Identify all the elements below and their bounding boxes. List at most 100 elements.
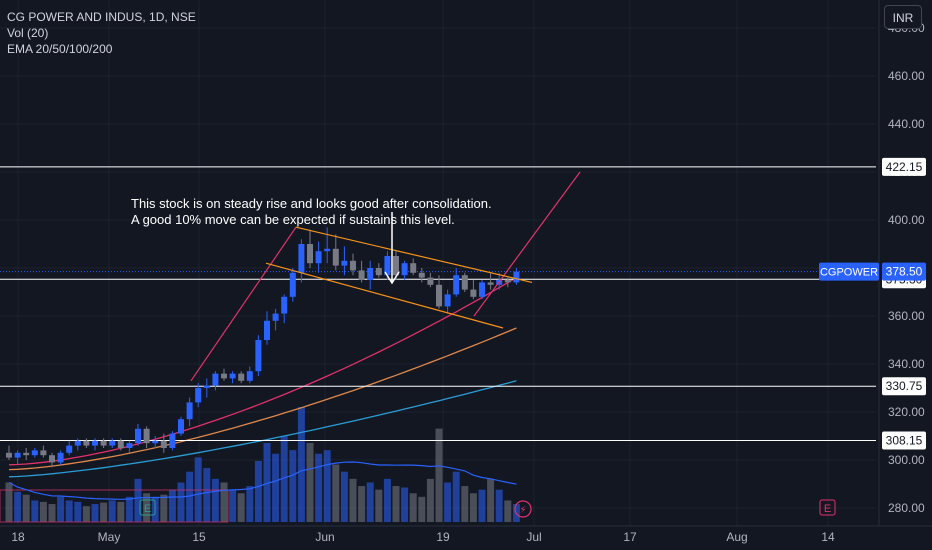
candle-body [186, 402, 193, 420]
candle-body [272, 313, 279, 321]
candle-body [66, 445, 73, 453]
currency-button[interactable]: INR [884, 5, 922, 29]
candle [178, 416, 184, 436]
candle [504, 277, 511, 288]
candle-body [341, 260, 348, 266]
candle [470, 280, 477, 300]
candle-body [109, 440, 116, 446]
volume-bar [401, 487, 409, 522]
chart-legend: CG POWER AND INDUS, 1D, NSE Vol (20) EMA… [7, 9, 196, 57]
time-tick-label: 14 [821, 530, 835, 544]
volume-bar [160, 494, 168, 522]
earnings-marker-box [819, 499, 836, 516]
chart-annotation[interactable]: This stock is on steady rise and looks g… [131, 196, 492, 228]
candle [461, 272, 468, 292]
level-price-label: 330.75 [882, 377, 926, 396]
candle-body [461, 275, 468, 290]
volume-ma-line [8, 461, 517, 500]
candle [152, 436, 159, 448]
candle-body [178, 419, 184, 434]
volume-bar [254, 460, 262, 522]
volume-bar [22, 494, 30, 522]
candle-body [487, 282, 494, 285]
candle-body [453, 275, 460, 295]
candle [281, 294, 288, 324]
last-price-bg [882, 262, 926, 281]
symbol-price-tag: CGPOWER [819, 262, 879, 281]
volume-bar [108, 500, 116, 522]
last-price-label: 378.50 [882, 262, 926, 281]
candle-body [160, 440, 167, 448]
volume-bar [418, 496, 426, 522]
ema-legend[interactable]: EMA 20/50/100/200 [7, 42, 113, 56]
candle-body [83, 440, 90, 446]
candle [160, 433, 167, 453]
candle-body [504, 280, 511, 283]
candle-body [367, 268, 374, 280]
candle [315, 241, 322, 273]
rising-trendline [190, 226, 297, 382]
candle-body [143, 428, 150, 444]
volume-bar [229, 489, 237, 522]
candle-body [436, 284, 442, 307]
volume-legend[interactable]: Vol (20) [7, 26, 49, 40]
candle [66, 440, 73, 456]
candle [341, 246, 348, 276]
candle [6, 445, 12, 460]
volume-bar [57, 496, 65, 522]
candle-body [289, 272, 296, 297]
volume-bar [444, 482, 452, 522]
level-price-label: 422.15 [882, 157, 926, 176]
time-tick-label: Jun [315, 530, 334, 544]
candle-body [238, 373, 245, 381]
candle [143, 426, 150, 448]
candle [393, 251, 399, 280]
candle [298, 239, 305, 283]
earnings-marker-label: E [824, 503, 831, 515]
candle-body [255, 340, 262, 372]
candle [246, 366, 253, 384]
candle [307, 229, 313, 268]
time-tick-label: 17 [623, 530, 637, 544]
time-tick-label: 15 [192, 530, 206, 544]
candle [272, 308, 279, 331]
volume-bar [211, 478, 219, 522]
candle-body [307, 244, 313, 264]
level-label-text: 308.15 [886, 433, 923, 447]
candle [92, 438, 98, 451]
channel-lower-line [265, 262, 504, 329]
symbol-legend[interactable]: CG POWER AND INDUS, 1D, NSE [7, 10, 196, 24]
candle [109, 438, 116, 448]
price-tick-label: 300.00 [888, 453, 925, 467]
candle [74, 438, 81, 451]
ema50-line [8, 327, 517, 471]
candle-body [31, 450, 38, 456]
candle [126, 440, 133, 453]
time-tick-label: 18 [11, 530, 25, 544]
flash-icon [514, 500, 532, 518]
candle [324, 227, 331, 264]
candle-body [298, 244, 305, 273]
candle [332, 234, 339, 271]
volume-bar [65, 500, 73, 522]
candle-body [324, 248, 331, 252]
candle [23, 448, 30, 460]
candle-body [212, 373, 219, 386]
candle-body [74, 440, 81, 446]
candle [436, 275, 442, 309]
candle-body [427, 277, 434, 285]
candle-body [384, 256, 391, 276]
volume-bar [392, 486, 400, 522]
volume-bar [82, 506, 90, 522]
volume-bar [280, 435, 288, 522]
volume-bar [461, 486, 469, 522]
candle-body [229, 373, 236, 379]
candle [289, 268, 296, 302]
candle [444, 289, 451, 314]
candle [410, 258, 417, 276]
volume-bar [272, 453, 280, 522]
candle [358, 260, 365, 283]
level-label-bg [882, 157, 926, 176]
volume-bar [366, 482, 374, 522]
